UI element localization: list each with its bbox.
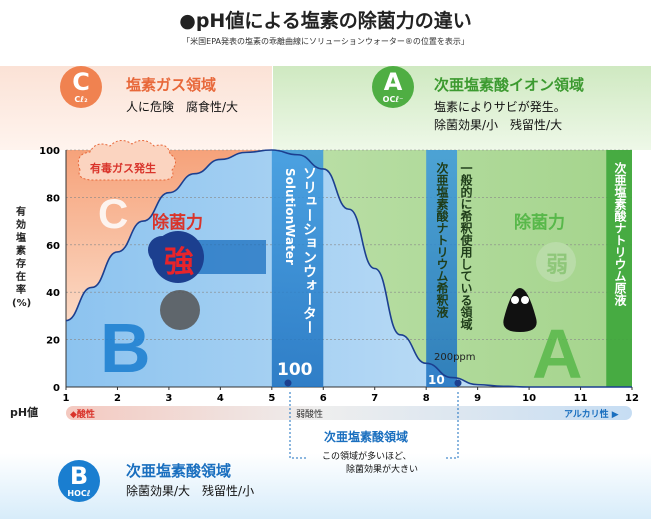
region-letter-c: C [98,190,128,237]
zone-b-title: 次亜塩素酸領域 [126,462,232,480]
ph-scale-alkaline: アルカリ性 ▶ [564,408,619,420]
x-tick-label: 11 [574,393,588,404]
zone-a-desc-2: 除菌効果/小 残留性/大 [434,118,563,132]
x-axis: 1 2 3 4 5 6 7 8 9 10 11 12 [63,387,639,404]
note-arrow-right [444,392,459,459]
solution-band-label-en: SolutionWater [283,168,297,265]
dilute-band-label-2: 次亜塩素酸ナトリウム希釈液 [435,161,449,319]
bottom-note-title: 次亜塩素酸領域 [324,429,408,444]
y-tick-label: 100 [39,146,60,157]
stock-solution-band [606,150,632,387]
x-axis-label: pH値 [10,406,39,419]
region-letter-a: A [532,315,583,393]
toxic-gas-label: 有毒ガス発生 [90,161,156,175]
y-axis-label-char: 塩 [16,233,26,244]
solution-band-label: ソリューションウォーター [301,166,317,334]
bottom-note-line-2: 除菌効果が大きい [346,463,418,475]
ph-scale-weak-acid: 弱酸性 [296,408,323,420]
germ-eye-icon [511,296,519,304]
power-weak-cloud [536,242,576,282]
stock-band-label: 次亜塩素酸ナトリウム原液 [613,161,627,307]
x-tick-label: 5 [268,393,275,404]
y-tick-label: 20 [46,336,60,347]
zone-a-desc-1: 塩素によりサビが発生。 [434,100,566,114]
y-axis-label-char: 率 [16,285,26,296]
zone-b-badge: B HOCℓ [58,460,100,502]
note-arrow-left [289,392,306,459]
solution-band-value: 100 [277,360,313,380]
dilute-band-ppm: 200ppm [434,352,476,363]
zone-b-desc: 除菌効果/大 残留性/小 [126,484,255,498]
dilute-band-value: 10 [428,373,445,387]
zone-c-formula: Cℓ₂ [74,95,88,104]
y-axis-label-char: 在 [16,272,26,283]
power-strong-cloud-part [148,236,176,264]
x-tick-label: 9 [474,393,481,404]
power-strong-char: 強 [164,245,194,280]
bottom-note-line-1: この領域が多いほど、 [322,450,412,462]
zone-a-header-bg [273,66,651,150]
solution-water-band [271,150,324,387]
page-title: ●pH値による塩素の除菌力の違い [179,10,472,32]
ph-scale-acid: ◆酸性 [70,408,95,420]
zone-c-title: 塩素ガス領域 [126,76,217,94]
zone-a-title: 次亜塩素酸イオン領域 [434,76,585,94]
dilute-marker [454,379,462,387]
page-subtitle: 「米国EPA発表の塩素の乖離曲線にソリューションウォーター®の位置を表示」 [182,37,469,46]
x-tick-label: 2 [114,393,121,404]
y-axis-label: 有 効 塩 素 存 在 率 (%) [12,206,32,310]
dilute-band [426,150,458,387]
x-tick-label: 8 [423,393,430,404]
y-axis-label-char: 存 [16,259,26,270]
germ-eye-icon [521,296,529,304]
power-weak-char: 弱 [546,253,568,278]
toxic-gas-cloud [77,140,176,181]
region-letter-b: B [100,309,151,387]
zone-a-letter: A [383,68,403,96]
germ-icon-defeated [160,290,200,330]
y-tick-label: 60 [46,241,60,252]
zone-a-formula: OCℓ⁻ [382,95,404,104]
x-tick-label: 4 [217,393,224,404]
y-tick-label: 0 [53,383,60,394]
zone-c-region [66,150,272,321]
y-axis-label-char: (%) [12,298,32,309]
zone-b-region [66,150,632,387]
dilute-band-label-1: 一般的に希釈使用している領域 [459,162,473,331]
x-tick-label: 10 [522,393,536,404]
y-axis-label-char: 素 [16,246,26,257]
series-line [65,149,632,388]
zone-c-desc: 人に危険 腐食性/大 [126,100,239,114]
zone-c-letter: C [72,68,90,96]
x-tick-label: 7 [371,393,378,404]
y-axis-label-char: 効 [16,220,26,231]
zone-a-badge: A OCℓ⁻ [372,66,414,108]
x-tick-label: 12 [625,393,639,404]
solution-marker [284,379,292,387]
x-tick-label: 3 [165,393,172,404]
y-tick-label: 40 [46,288,60,299]
zone-b-letter: B [69,462,89,490]
y-axis-label-char: 有 [16,207,26,218]
power-label-left: 除菌力 [152,212,203,233]
zone-c-badge: C Cℓ₂ [60,66,102,108]
zone-b-footer-bg [0,453,651,519]
y-tick-label: 80 [46,193,60,204]
zone-b-formula: HOCℓ [67,489,91,498]
x-tick-label: 6 [320,393,327,404]
zone-c-header-bg [0,66,272,150]
x-tick-label: 1 [63,393,70,404]
power-label-right: 除菌力 [514,212,565,233]
ph-scale-bar [66,406,632,420]
